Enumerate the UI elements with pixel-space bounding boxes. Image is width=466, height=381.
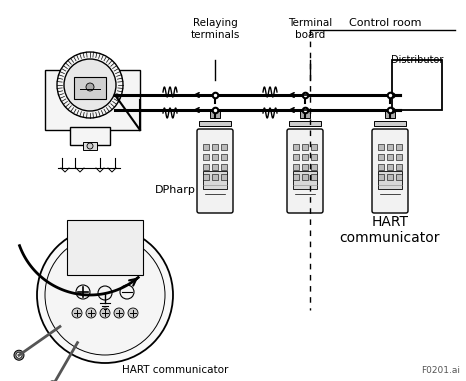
Bar	[293, 174, 299, 180]
Bar	[387, 144, 393, 150]
Bar	[293, 144, 299, 150]
Text: HART communicator: HART communicator	[122, 365, 228, 375]
Bar	[45, 70, 140, 130]
Bar	[221, 174, 227, 180]
Bar	[212, 144, 218, 150]
Circle shape	[87, 143, 93, 149]
Circle shape	[114, 308, 124, 318]
Bar	[300, 110, 310, 118]
Circle shape	[64, 59, 116, 111]
Text: Relaying
terminals: Relaying terminals	[190, 18, 240, 40]
FancyBboxPatch shape	[197, 129, 233, 213]
Bar	[203, 164, 209, 170]
Bar	[212, 164, 218, 170]
Bar	[392, 60, 442, 110]
Circle shape	[86, 83, 94, 91]
Bar	[387, 174, 393, 180]
Bar	[311, 154, 317, 160]
Text: Control room: Control room	[349, 18, 421, 28]
Bar	[212, 154, 218, 160]
Bar	[199, 121, 231, 126]
Bar	[210, 110, 220, 118]
Bar	[203, 154, 209, 160]
Bar	[396, 154, 402, 160]
Circle shape	[72, 308, 82, 318]
Bar	[387, 164, 393, 170]
Bar	[203, 174, 209, 180]
Bar	[67, 220, 143, 275]
Bar	[378, 174, 384, 180]
Text: HART
communicator: HART communicator	[340, 215, 440, 245]
Text: F0201.ai: F0201.ai	[421, 366, 460, 375]
Bar	[378, 171, 402, 189]
Bar	[374, 121, 406, 126]
Bar	[83, 142, 97, 150]
Bar	[203, 144, 209, 150]
Text: Distributor: Distributor	[391, 55, 443, 65]
Bar	[396, 144, 402, 150]
Circle shape	[86, 308, 96, 318]
Bar	[311, 174, 317, 180]
Bar	[221, 144, 227, 150]
Bar	[221, 164, 227, 170]
Bar	[203, 171, 227, 189]
Bar	[302, 144, 308, 150]
Circle shape	[16, 352, 22, 358]
Circle shape	[45, 235, 165, 355]
Bar	[378, 144, 384, 150]
Bar	[311, 144, 317, 150]
Bar	[396, 164, 402, 170]
Bar	[311, 164, 317, 170]
FancyBboxPatch shape	[287, 129, 323, 213]
Circle shape	[128, 308, 138, 318]
Bar	[378, 164, 384, 170]
Bar	[221, 154, 227, 160]
Circle shape	[14, 350, 24, 360]
Circle shape	[37, 227, 173, 363]
Bar	[74, 77, 106, 99]
Bar	[302, 164, 308, 170]
Bar	[396, 174, 402, 180]
Bar	[387, 154, 393, 160]
Bar	[302, 154, 308, 160]
Bar	[378, 154, 384, 160]
Bar	[293, 171, 317, 189]
Circle shape	[100, 308, 110, 318]
Text: Terminal
board: Terminal board	[288, 18, 332, 40]
Bar	[289, 121, 321, 126]
FancyBboxPatch shape	[372, 129, 408, 213]
Bar	[70, 127, 110, 145]
Text: DPharp: DPharp	[155, 185, 196, 195]
Bar	[293, 154, 299, 160]
Bar	[302, 174, 308, 180]
Circle shape	[57, 52, 123, 118]
Bar	[293, 164, 299, 170]
Bar	[212, 174, 218, 180]
Bar	[385, 110, 395, 118]
